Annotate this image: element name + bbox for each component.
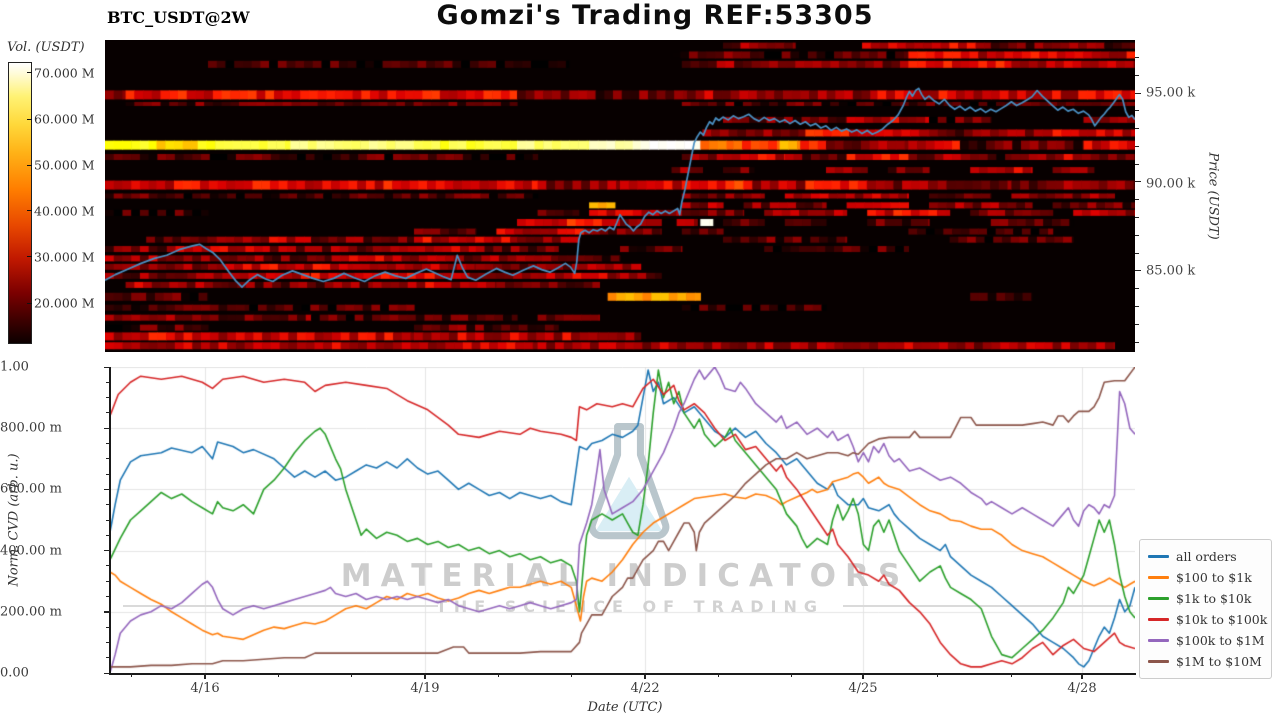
legend-entry: $100k to $1M [1148, 630, 1265, 651]
price-tick-label: 85.00 k [1146, 263, 1196, 279]
price-minor-tick [1135, 163, 1139, 165]
price-tick-label: 95.00 k [1146, 85, 1196, 101]
cvd-y-tick-label: 0.00 [0, 665, 29, 681]
legend-entry: $1M to $10M [1148, 651, 1263, 672]
legend-line-swatch [1148, 597, 1169, 600]
legend-line-swatch [1148, 660, 1169, 663]
price-minor-tick [1135, 234, 1139, 236]
symbol-timeframe-title: BTC_USDT@2W [107, 8, 250, 27]
cvd-left-spine [109, 367, 111, 674]
price-minor-tick [1135, 341, 1139, 343]
colorbar-tick-label: 50.000 M [34, 157, 95, 173]
price-tick-label: 90.00 k [1146, 176, 1196, 192]
legend-label: $1k to $10k [1176, 591, 1252, 606]
price-minor-tick [1135, 252, 1139, 254]
price-axis-label: Price (USDT) [1205, 152, 1221, 240]
legend-line-swatch [1148, 555, 1169, 558]
price-major-tick [1135, 92, 1141, 94]
cvd-y-axis-label: Norm. CVD (arb. u.) [6, 453, 22, 587]
legend-label: $100 to $1k [1176, 570, 1252, 585]
price-minor-tick [1135, 74, 1139, 76]
colorbar-tick-label: 40.000 M [34, 203, 95, 219]
cvd-x-tick-label: 4/16 [190, 681, 220, 696]
price-minor-tick [1135, 323, 1139, 325]
cvd-y-tick-label: 800.00 m [0, 420, 62, 436]
cvd-legend: all orders $100 to $1k $1k to $10k $10k to … [1139, 539, 1272, 679]
cvd-x-tick-label: 4/19 [410, 681, 440, 696]
page-title: Gomzi's Trading REF:53305 [436, 0, 874, 31]
colorbar-tick-label: 70.000 M [34, 65, 95, 81]
price-minor-tick [1135, 56, 1139, 58]
price-minor-tick [1135, 128, 1139, 130]
price-minor-tick [1135, 110, 1139, 112]
price-major-tick [1135, 181, 1141, 183]
colorbar-label: Vol. (USDT) [7, 40, 85, 55]
cvd-x-tick-label: 4/28 [1067, 681, 1097, 696]
legend-label: $1M to $10M [1176, 654, 1262, 669]
cvd-x-tick-label: 4/22 [630, 681, 660, 696]
price-minor-tick [1135, 145, 1139, 147]
volume-heatmap-canvas [105, 40, 1135, 352]
cvd-lines-canvas [110, 367, 1135, 673]
legend-entry: $100 to $1k [1148, 567, 1263, 588]
legend-label: $100k to $1M [1176, 633, 1265, 648]
legend-line-swatch [1148, 618, 1169, 621]
colorbar-tick-label: 60.000 M [34, 111, 95, 127]
price-minor-tick [1135, 199, 1139, 201]
legend-entry: all orders [1148, 546, 1263, 567]
legend-entry: $1k to $10k [1148, 588, 1263, 609]
colorbar-tick-label: 20.000 M [34, 295, 95, 311]
legend-label: $10k to $100k [1176, 612, 1268, 627]
price-minor-tick [1135, 288, 1139, 290]
legend-label: all orders [1176, 549, 1237, 564]
price-minor-tick [1135, 305, 1139, 307]
price-major-tick [1135, 270, 1141, 272]
colorbar-tick-label: 30.000 M [34, 249, 95, 265]
price-minor-tick [1135, 217, 1139, 219]
cvd-y-tick-label: 200.00 m [0, 604, 62, 620]
cvd-x-tick-label: 4/25 [848, 681, 878, 696]
legend-entry: $10k to $100k [1148, 609, 1267, 630]
legend-line-swatch [1148, 639, 1169, 642]
cvd-y-tick-label: 1.00 [0, 359, 29, 375]
cvd-bottom-spine [109, 673, 1136, 675]
legend-line-swatch [1148, 576, 1169, 579]
cvd-x-axis-label: Date (UTC) [587, 700, 663, 715]
volume-colorbar [8, 62, 32, 344]
